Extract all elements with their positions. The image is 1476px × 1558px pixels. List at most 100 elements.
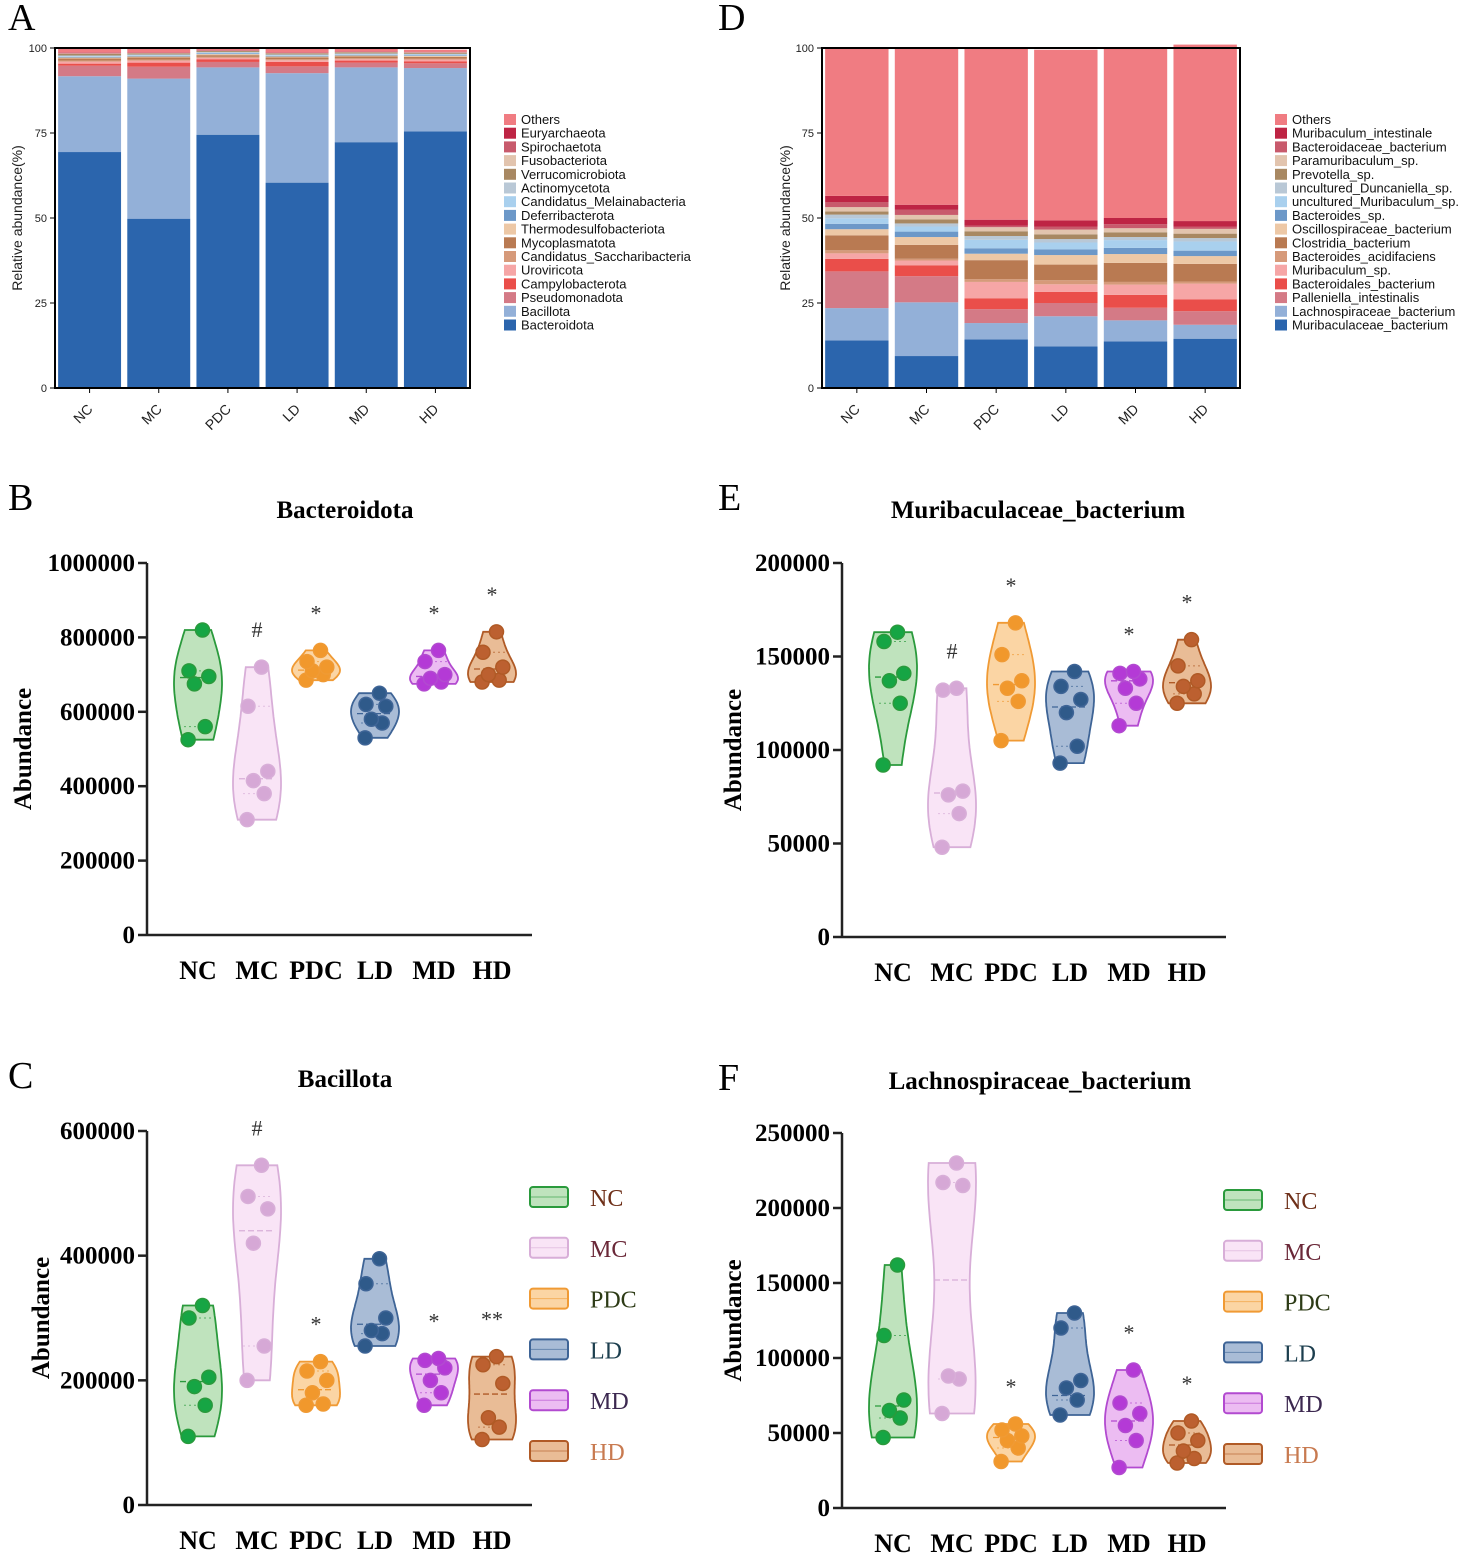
y-axis-label: Abundance: [10, 688, 37, 810]
data-point: [1169, 1455, 1185, 1471]
x-tick-label: MC: [906, 401, 933, 428]
x-tick-label: MC: [930, 958, 973, 987]
bar-segment: [58, 76, 122, 153]
data-point: [1053, 678, 1069, 695]
y-tick-label: 100000: [755, 1345, 830, 1372]
y-axis-label: Relative abundance(%): [9, 145, 25, 291]
data-point: [881, 673, 898, 689]
chart-title: Bacteroidota: [276, 497, 414, 524]
significance-mark: #: [252, 617, 263, 642]
data-point: [876, 1327, 892, 1344]
x-tick-label: HD: [473, 1526, 512, 1555]
legend-label: LD: [1284, 1341, 1316, 1367]
data-point: [993, 1453, 1009, 1470]
bar-segment: [1103, 232, 1168, 238]
x-tick-label: LD: [357, 1526, 393, 1555]
legend-swatch: [1275, 168, 1287, 180]
bar-segment: [58, 65, 122, 77]
x-tick-label: NC: [874, 958, 912, 987]
data-point: [253, 1157, 270, 1174]
data-point: [1183, 631, 1200, 648]
bar-segment: [127, 55, 191, 56]
bar-segment: [334, 60, 398, 63]
legend-swatch: [1275, 196, 1287, 208]
bar-segment: [825, 308, 889, 341]
legend-label: MC: [590, 1237, 627, 1263]
panel-label: F: [718, 1057, 739, 1099]
x-tick-label: MC: [138, 401, 165, 428]
data-point: [488, 624, 505, 640]
data-point: [1117, 1417, 1134, 1434]
data-point: [994, 1422, 1010, 1438]
bar-segment: [265, 55, 329, 57]
bar-segment: [964, 231, 1028, 237]
data-point: [239, 811, 255, 828]
violin-mc: [232, 666, 282, 821]
bar-segment: [127, 53, 191, 55]
legend-label: MC: [1284, 1240, 1321, 1266]
bar-segment: [964, 236, 1028, 240]
legend-label: Muribaculum_sp.: [1292, 263, 1391, 278]
x-tick-label: PDC: [289, 956, 342, 985]
data-point: [495, 659, 511, 675]
significance-mark: *: [429, 600, 440, 625]
bar-segment: [334, 54, 398, 55]
x-tick-label: MC: [235, 1526, 278, 1555]
legend-swatch: [1275, 182, 1287, 194]
data-point: [1132, 1405, 1148, 1422]
data-point: [1014, 1428, 1030, 1444]
bar-segment: [964, 219, 1028, 226]
data-point: [240, 698, 256, 714]
bar-segment: [825, 253, 889, 259]
data-point: [1069, 738, 1085, 755]
x-tick-label: PDC: [289, 1526, 342, 1555]
data-point: [299, 1363, 315, 1379]
y-tick-label: 50000: [768, 831, 831, 858]
bar-segment: [196, 54, 260, 56]
data-point: [1014, 673, 1030, 689]
bar-segment: [127, 56, 191, 58]
data-point: [363, 711, 380, 727]
legend-label: Clostridia_bacterium: [1292, 235, 1411, 250]
legend-label: Uroviricota: [521, 263, 584, 278]
bar-segment: [964, 225, 1028, 228]
violin-mc: [927, 687, 977, 849]
bar-segment: [964, 298, 1028, 310]
x-tick-label: LD: [1048, 401, 1072, 425]
bar-segment: [894, 237, 959, 245]
bar-segment: [1034, 49, 1098, 221]
y-tick-label: 100: [796, 43, 814, 55]
bar-segment: [1103, 228, 1168, 233]
data-point: [1117, 680, 1134, 697]
data-point: [948, 680, 965, 697]
legend-label: Spirochaetota: [521, 139, 602, 154]
data-point: [181, 1310, 197, 1326]
panel-label: E: [718, 477, 741, 519]
legend-swatch: [504, 114, 516, 125]
data-point: [935, 682, 951, 698]
bar-segment: [403, 68, 467, 132]
bar-segment: [334, 56, 398, 59]
bar-segment: [1034, 264, 1098, 281]
bar-segment: [964, 281, 1028, 299]
bar-segment: [825, 207, 889, 212]
bar-segment: [1103, 262, 1168, 282]
significance-mark: #: [947, 638, 958, 663]
legend-swatch: [504, 155, 516, 167]
legend-label: Verrucomicrobiota: [521, 167, 627, 182]
legend-swatch: [504, 292, 516, 304]
y-tick-label: 75: [802, 128, 814, 140]
bar-segment: [196, 67, 260, 135]
data-point: [474, 1431, 490, 1448]
violin-mc: [927, 1162, 977, 1415]
bar-segment: [334, 48, 398, 52]
bar-segment: [334, 55, 398, 57]
legend: OthersMuribaculum_intestinaleBacteroidac…: [1275, 112, 1459, 333]
legend-label: uncultured_Duncaniella_sp.: [1292, 181, 1452, 196]
bar-segment: [403, 52, 467, 54]
significance-mark: *: [1182, 590, 1193, 615]
bar-segment: [894, 226, 959, 232]
data-point: [319, 1372, 335, 1389]
data-point: [1125, 663, 1142, 680]
x-tick-label: MD: [1115, 401, 1142, 428]
